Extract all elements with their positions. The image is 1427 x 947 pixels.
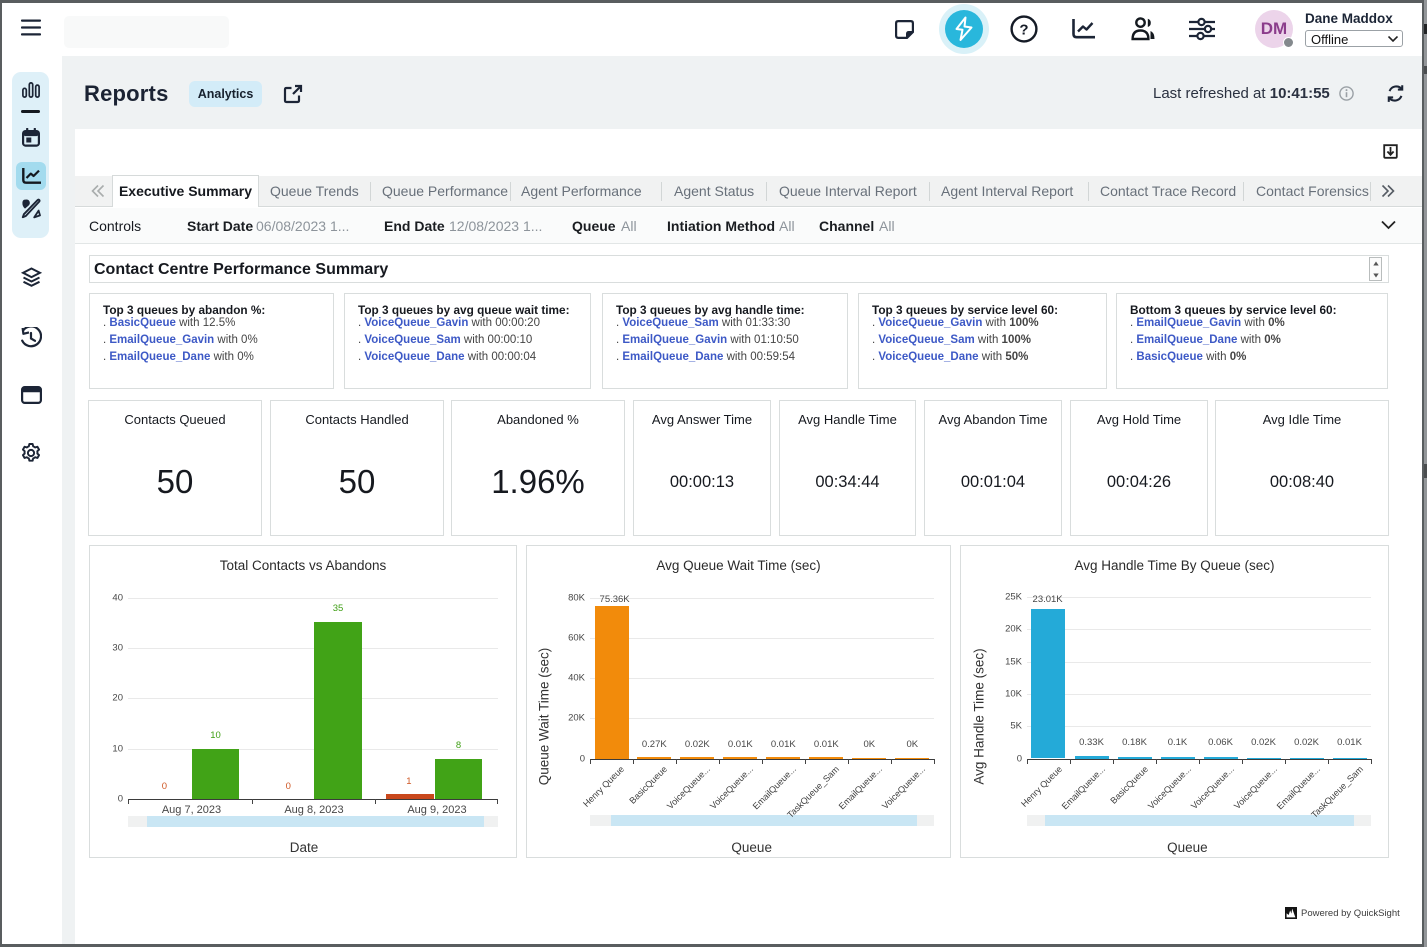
svg-text:?: ? <box>1019 22 1028 39</box>
